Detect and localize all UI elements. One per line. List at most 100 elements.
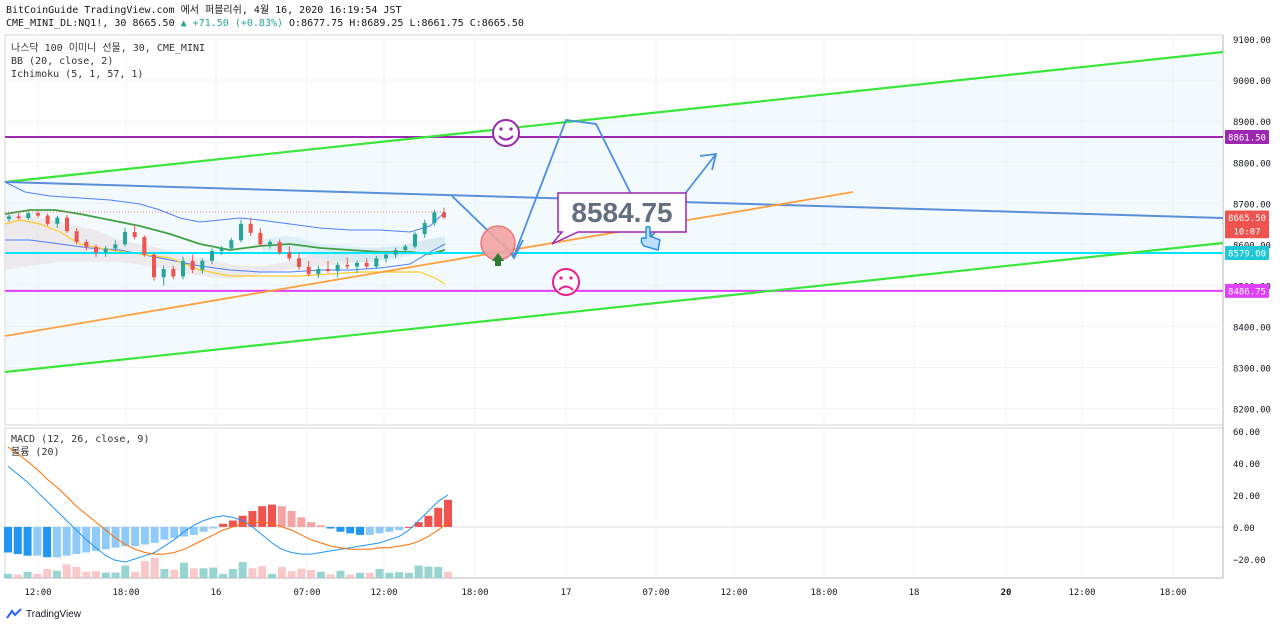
volume-bar [62,564,71,578]
ichimoku-legend[interactable]: Ichimoku (5, 1, 57, 1) [11,69,144,80]
volume-bar [307,570,316,578]
volume-bar [297,568,306,578]
time-tick-label: 07:00 [293,588,320,598]
volume-bar [23,571,32,578]
tradingview-logo-icon [6,608,22,620]
macd-legend-label[interactable]: MACD (12, 26, close, 9) [11,434,150,445]
candle-body [103,248,108,253]
symbol-label[interactable]: CME_MINI_DL:NQ1!, 30 [6,18,127,29]
volume-legend-label[interactable]: 볼륨 (20) [11,447,60,458]
main-legend[interactable]: 나스닥 100 이미니 선물, 30, CME_MINI BB (20, clo… [11,42,205,81]
candle-body [26,213,31,219]
volume-bar [287,571,296,578]
volume-bar [209,567,218,578]
macd-histogram-bar [316,525,325,527]
candle-body [335,264,340,272]
macd-pane[interactable] [4,427,1224,579]
bb-legend[interactable]: BB (20, close, 2) [11,56,114,67]
candle-body [306,266,311,274]
volume-bar [395,572,404,578]
macd-histogram-bar [414,522,423,527]
volume-bar [219,573,228,578]
price-axis-badge [1225,245,1269,260]
volume-bar [33,573,42,578]
volume-bar [72,566,81,578]
volume-bar [434,566,443,578]
macd-histogram-bar [72,526,81,555]
candle-body [239,223,243,241]
smiley-sad-icon[interactable] [552,268,580,296]
macd-histogram-bar [326,526,335,529]
up-arrow-stem [495,260,501,266]
macd-histogram-bar [209,526,218,529]
price-callout-box[interactable] [551,192,687,245]
time-tick-label: 20 [1001,588,1012,598]
volume-bar [258,566,267,578]
time-tick-label: 18:00 [461,588,488,598]
macd-histogram-bar [375,526,384,534]
price-axis-labels: 8861.50 8665.50 10:07 8579.00 8486.75 [1225,130,1269,298]
price-tick-label: 8200.00 [1233,406,1271,416]
time-tick-label: 18:00 [1159,588,1186,598]
tradingview-brand: TradingView [26,608,82,620]
time-axis[interactable]: 12:00 18:00 16 07:00 12:00 18:00 17 07:00 12:00 1… [24,35,1187,598]
volume-bar [336,570,345,578]
time-tick-label: 16 [211,588,222,598]
candle-body [16,216,21,219]
arrow-head-up [699,152,718,171]
bb-lower [5,239,446,273]
price-axis-badge [1225,224,1269,239]
time-tick-label: 07:00 [642,588,669,598]
macd-histogram-bar [170,526,179,539]
macd-histogram-bar [248,510,257,527]
price-axis[interactable]: 9100.009000.008900.008800.008700.008600.… [5,36,1271,416]
candle-body [393,250,398,255]
macd-axis[interactable]: 60.00 40.00 20.00 0.00 −20.00 [1233,428,1266,566]
macd-histogram-bar [424,515,433,527]
close-value: C:8665.50 [469,18,524,29]
price-axis-badge-text: 8861.50 [1228,134,1266,144]
macd-legend[interactable]: MACD (12, 26, close, 9) 볼륨 (20) [11,433,149,459]
macd-histogram-bar [395,526,404,531]
price-tick-label: 8300.00 [1233,365,1271,375]
lower-channel-line[interactable] [4,241,1224,374]
candle-body [74,231,79,242]
ohlc-readout: CME_MINI_DL:NQ1!, 30 8665.50 ▲ +71.50 (+… [6,18,524,30]
ichimoku-base-line [4,219,446,285]
time-tick-label: 12:00 [370,588,397,598]
low-value: L:8661.75 [409,18,464,29]
volume-bar [248,568,257,578]
volume-bar [346,574,355,578]
volume-bar [140,560,149,578]
upper-channel-line[interactable] [4,50,1224,184]
macd-histogram-bar [33,526,42,556]
macd-line [7,465,449,563]
high-value: H:8689.25 [349,18,404,29]
candle-body [355,262,359,267]
candle-body [432,212,437,224]
candle-body [413,234,417,247]
tradingview-logo[interactable]: TradingView [6,608,81,620]
price-axis-badge [1225,130,1269,145]
price-axis-badge-text: 10:07 [1233,228,1260,238]
macd-histogram-bar [52,526,61,558]
volume-bar [326,574,335,578]
candle-body [94,246,98,253]
orange-support-line[interactable] [4,191,854,337]
macd-histogram-bar [238,515,247,527]
price-axis-badge [1225,210,1269,225]
volume-bar [160,569,169,578]
volume-bar [268,573,276,578]
smiley-happy-icon[interactable] [492,119,520,147]
candle-body [84,241,89,247]
volume-bar [385,572,394,578]
macd-histogram-bar [268,504,276,527]
macd-histogram-bar [385,526,394,532]
macd-histogram-bar [62,526,71,556]
candle-body [258,232,263,245]
macd-histogram-bar [13,526,22,555]
macd-histogram-bar [43,526,52,558]
candle-body [210,250,214,261]
macd-histogram-bar [150,526,159,543]
